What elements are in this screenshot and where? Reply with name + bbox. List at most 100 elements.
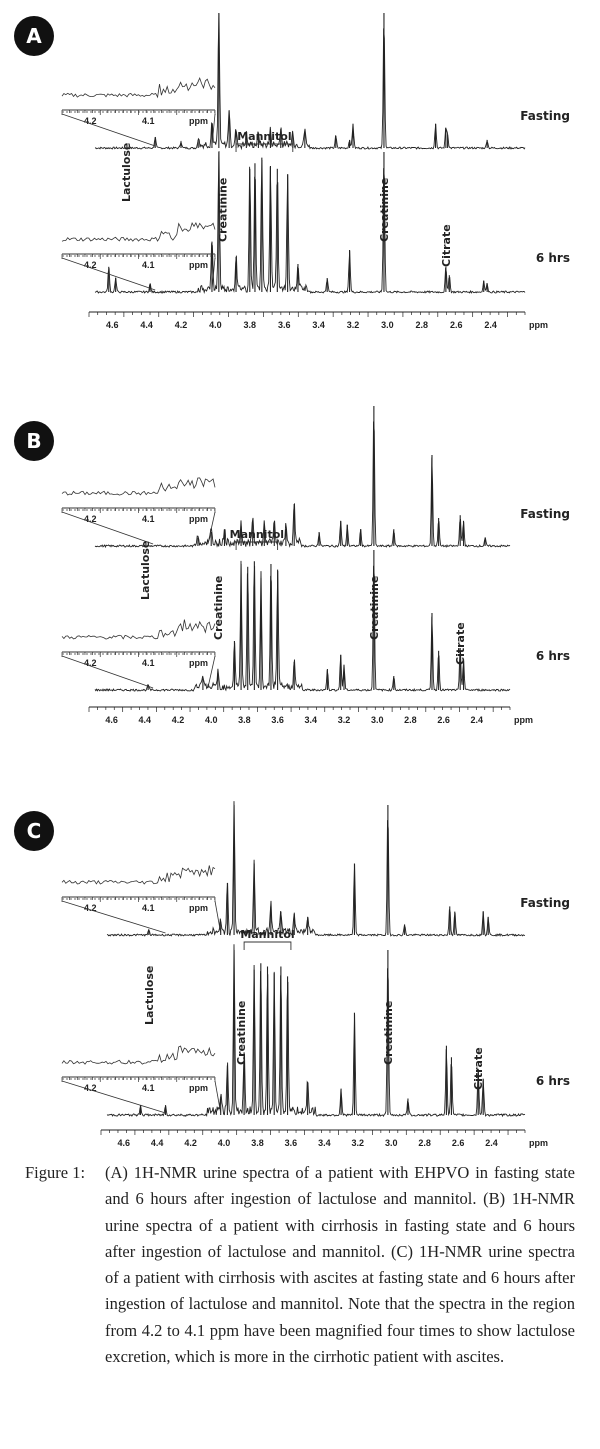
inset-connector xyxy=(61,1080,166,1114)
inset-unit-label: ppm xyxy=(189,1083,208,1093)
inset-tick-label: 4.2 xyxy=(84,260,97,270)
inset-unit-label: ppm xyxy=(189,903,208,913)
x-tick-label: 3.8 xyxy=(251,1138,264,1148)
x-tick-label: 3.2 xyxy=(352,1138,365,1148)
x-tick-label: 3.8 xyxy=(238,715,251,725)
x-tick-label: 4.4 xyxy=(140,320,153,330)
x-tick-label: 2.8 xyxy=(416,320,429,330)
annotation-creatinine: Creatinine xyxy=(378,178,391,242)
inset-tick-label: 4.2 xyxy=(84,903,97,913)
caption-text: (A) 1H-NMR urine spectra of a patient wi… xyxy=(105,1163,575,1367)
x-tick-label: 3.2 xyxy=(338,715,351,725)
mannitol-bracket xyxy=(243,941,292,950)
spectrum-trace xyxy=(94,560,511,692)
x-tick-label: 3.4 xyxy=(312,320,325,330)
spectra-panel-c: C 4.2 4.1 ppm Fasting 4.2 4.1 ppm 6 hrs Lactulose… xyxy=(14,801,570,1148)
x-tick-label: 2.6 xyxy=(450,320,463,330)
inset-trace xyxy=(61,1045,216,1065)
x-tick-label: 3.6 xyxy=(285,1138,298,1148)
inset-tick-label: 4.1 xyxy=(142,1083,155,1093)
x-tick-label: 2.8 xyxy=(404,715,417,725)
inset-connector xyxy=(207,511,216,545)
spectrum-trace xyxy=(106,801,526,937)
inset-connector xyxy=(61,511,154,545)
panel-letter: C xyxy=(27,819,42,843)
x-tick-label: 4.0 xyxy=(218,1138,231,1148)
inset-trace xyxy=(61,477,216,496)
x-tick-label: 2.6 xyxy=(437,715,450,725)
inset-connector xyxy=(61,113,156,147)
panel-badge xyxy=(14,811,54,851)
inset-trace xyxy=(61,76,216,99)
inset-unit-label: ppm xyxy=(189,514,208,524)
x-tick-label: 3.6 xyxy=(278,320,291,330)
inset-connector xyxy=(207,655,216,689)
annotation-citrate: Citrate xyxy=(440,224,453,267)
spectra-panel-a: A 4.2 4.1 ppm Fasting 4.2 4.1 ppm 6 hrs Lactulose… xyxy=(14,13,570,330)
annotation-creatinine: Creatinine xyxy=(212,576,225,640)
inset-tick-label: 4.1 xyxy=(142,116,155,126)
annotation-mannitol: Mannitol xyxy=(240,928,294,941)
inset-connector xyxy=(61,900,166,934)
x-tick-label: 4.4 xyxy=(139,715,152,725)
spectrum-trace xyxy=(94,421,511,549)
x-tick-label: 2.4 xyxy=(485,1138,498,1148)
inset-unit-label: ppm xyxy=(189,658,208,668)
inset-tick-label: 4.2 xyxy=(84,658,97,668)
x-axis-unit: ppm xyxy=(529,320,548,330)
x-tick-label: 4.4 xyxy=(151,1138,164,1148)
annotation-citrate: Citrate xyxy=(454,622,467,665)
inset-connector xyxy=(61,655,154,689)
inset-unit-label: ppm xyxy=(189,260,208,270)
x-tick-label: 2.8 xyxy=(418,1138,431,1148)
x-tick-label: 3.0 xyxy=(371,715,384,725)
x-axis-unit: ppm xyxy=(514,715,533,725)
inset-trace xyxy=(61,619,216,640)
inset-connector xyxy=(211,257,216,291)
x-tick-label: 3.4 xyxy=(318,1138,331,1148)
inset-tick-label: 4.2 xyxy=(84,514,97,524)
inset-trace xyxy=(61,221,216,242)
inset-tick-label: 4.1 xyxy=(142,903,155,913)
inset-connector xyxy=(214,1080,222,1114)
spectrum-trace xyxy=(106,944,526,1118)
inset-tick-label: 4.1 xyxy=(142,514,155,524)
x-axis-unit: ppm xyxy=(529,1138,548,1148)
x-tick-label: 4.2 xyxy=(175,320,188,330)
panel-badge xyxy=(14,421,54,461)
condition-label: 6 hrs xyxy=(536,1074,570,1088)
panel-badge xyxy=(14,16,54,56)
annotation-mannitol: Mannitol xyxy=(237,130,291,143)
x-tick-label: 3.0 xyxy=(381,320,394,330)
panel-letter: B xyxy=(26,429,41,453)
condition-label: Fasting xyxy=(520,507,570,521)
mannitol-bracket xyxy=(235,143,294,152)
inset-connector xyxy=(214,900,222,934)
annotation-lactulose: Lactulose xyxy=(120,143,133,202)
inset-connector xyxy=(211,113,216,147)
annotation-creatinine: Creatinine xyxy=(368,576,381,640)
panel-letter: A xyxy=(26,24,42,48)
inset-unit-label: ppm xyxy=(189,116,208,126)
x-tick-label: 3.4 xyxy=(305,715,318,725)
x-tick-label: 4.6 xyxy=(106,320,119,330)
x-tick-label: 3.2 xyxy=(347,320,360,330)
x-tick-label: 4.2 xyxy=(184,1138,197,1148)
inset-tick-label: 4.2 xyxy=(84,1083,97,1093)
x-tick-label: 2.4 xyxy=(471,715,484,725)
caption-label: Figure 1: xyxy=(25,1163,86,1182)
x-tick-label: 2.4 xyxy=(484,320,497,330)
condition-label: Fasting xyxy=(520,896,570,910)
x-tick-label: 3.6 xyxy=(271,715,284,725)
x-tick-label: 4.6 xyxy=(117,1138,130,1148)
x-tick-label: 4.6 xyxy=(105,715,118,725)
annotation-creatinine: Creatinine xyxy=(235,1001,248,1065)
x-tick-label: 3.0 xyxy=(385,1138,398,1148)
mannitol-bracket xyxy=(235,541,279,550)
spectrum-trace xyxy=(94,151,526,295)
x-tick-label: 4.0 xyxy=(209,320,222,330)
x-tick-label: 2.6 xyxy=(452,1138,465,1148)
annotation-mannitol: Mannitol xyxy=(230,528,284,541)
annotation-lactulose: Lactulose xyxy=(139,541,152,600)
x-tick-label: 3.8 xyxy=(244,320,257,330)
